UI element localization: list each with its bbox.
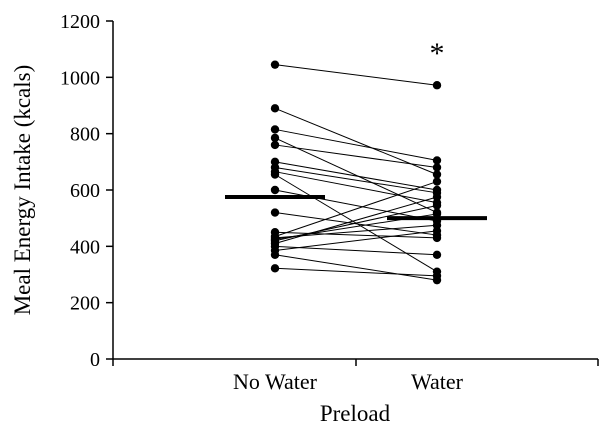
data-point — [270, 125, 280, 134]
data-point — [270, 185, 280, 195]
y-tick-label: 400 — [70, 236, 100, 258]
data-point — [270, 133, 280, 143]
data-point — [432, 192, 442, 202]
subject-line — [274, 144, 438, 168]
x-tick-label: No Water — [233, 369, 318, 394]
y-axis-title: Meal Energy Intake (kcals) — [10, 65, 35, 316]
subject-line — [274, 205, 438, 242]
x-axis-title: Preload — [320, 401, 391, 426]
subject-line — [274, 230, 438, 252]
x-ticks: No Water Water — [112, 359, 599, 394]
y-tick-label: 1000 — [60, 67, 100, 89]
y-tick-label: 600 — [70, 180, 100, 202]
subject-line — [274, 267, 438, 277]
subject-line — [274, 196, 438, 244]
data-point — [432, 233, 442, 243]
data-point — [432, 209, 442, 219]
data-point — [270, 170, 280, 179]
data-point — [432, 156, 442, 165]
data-point — [270, 140, 280, 150]
subject-line — [274, 161, 438, 191]
x-tick-label: Water — [411, 369, 464, 394]
subject-line — [274, 254, 438, 281]
subject-line — [274, 64, 438, 86]
subject-line — [274, 212, 438, 236]
data-point — [432, 170, 442, 179]
y-tick-label: 200 — [70, 293, 100, 315]
data-point — [432, 201, 442, 210]
data-point — [432, 163, 442, 172]
plot-layer — [225, 60, 487, 285]
subject-line — [274, 231, 438, 239]
data-point — [270, 60, 280, 69]
data-point — [432, 226, 442, 236]
y-tick-label: 0 — [90, 349, 100, 371]
data-point — [270, 104, 280, 113]
y-tick-label: 1200 — [60, 11, 100, 33]
significance-annotation: * — [430, 37, 445, 70]
subject-line — [274, 166, 438, 194]
data-point — [432, 271, 442, 281]
data-point — [432, 250, 442, 259]
subject-line — [274, 128, 438, 161]
data-point — [270, 250, 280, 259]
data-point — [432, 81, 442, 90]
subject-line — [274, 171, 438, 204]
y-tick-label: 800 — [70, 124, 100, 146]
subject-line — [274, 137, 438, 213]
data-point — [270, 208, 280, 217]
y-ticks: 0 200 400 600 800 1000 1200 — [60, 11, 113, 371]
data-point — [270, 264, 280, 273]
data-point — [432, 177, 442, 186]
subject-line — [274, 181, 438, 237]
